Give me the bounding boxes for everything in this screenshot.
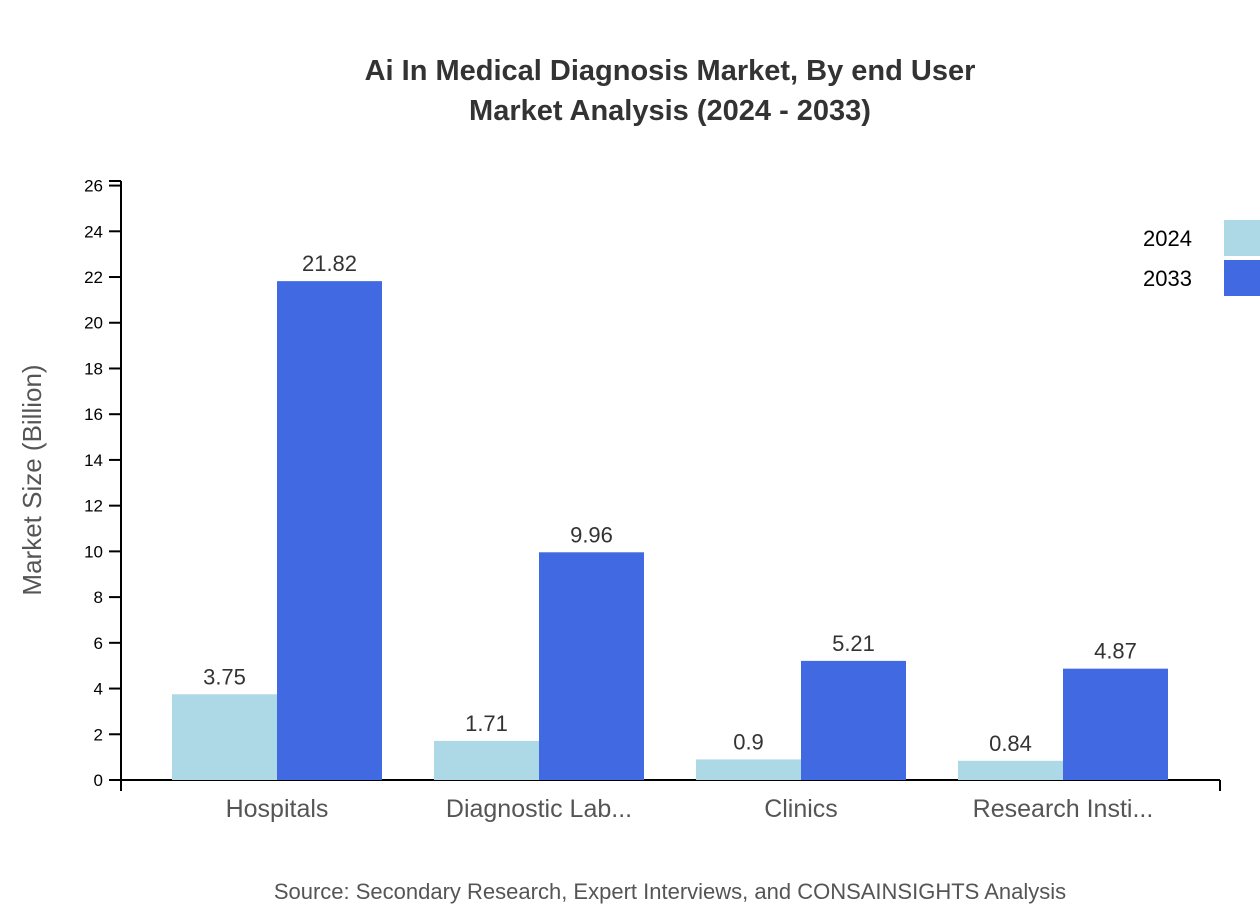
- y-tick-label: 12: [84, 497, 103, 516]
- bar-2024: [434, 740, 539, 780]
- x-tick-label: Research Insti...: [973, 795, 1154, 823]
- data-label: 0.84: [989, 731, 1032, 756]
- data-label: 1.71: [465, 711, 508, 736]
- chart-title-line-1: Ai In Medical Diagnosis Market, By end U…: [365, 55, 976, 87]
- y-tick-label: 18: [84, 359, 103, 378]
- data-label: 0.9: [733, 729, 764, 754]
- data-label: 4.87: [1094, 639, 1137, 664]
- y-tick-label: 0: [94, 771, 103, 790]
- data-label: 5.21: [832, 631, 875, 656]
- y-tick-label: 10: [84, 542, 103, 561]
- y-tick-label: 24: [84, 222, 103, 241]
- data-label: 3.75: [203, 664, 246, 689]
- data-label: 21.82: [302, 251, 357, 276]
- y-tick-label: 22: [84, 268, 103, 287]
- bar-2033: [277, 281, 382, 780]
- y-tick-label: 14: [84, 451, 103, 470]
- bar-2033: [1063, 668, 1168, 780]
- legend-swatch: [1224, 220, 1260, 256]
- x-axis: Hospitals Diagnostic Lab... Clinics Researc…: [120, 779, 1221, 823]
- legend: 2024 2033: [1143, 220, 1260, 296]
- y-tick-label: 26: [84, 177, 103, 196]
- bar-2033: [539, 552, 644, 780]
- bars: 3.75 21.82 1.71 9.96 0.9 5.21 0.84 4.87: [172, 251, 1168, 780]
- y-tick-label: 6: [94, 634, 103, 653]
- bar-2024: [172, 694, 277, 780]
- legend-swatch: [1224, 260, 1260, 296]
- chart-title-line-2: Market Analysis (2024 - 2033): [469, 95, 871, 127]
- y-tick-label: 2: [94, 725, 103, 744]
- legend-label: 2033: [1143, 266, 1192, 291]
- bar-2024: [696, 759, 801, 780]
- source-note: Source: Secondary Research, Expert Inter…: [274, 879, 1066, 904]
- y-tick-label: 4: [94, 680, 103, 699]
- legend-label: 2024: [1143, 226, 1192, 251]
- bar-2024: [958, 760, 1063, 780]
- y-axis-label: Market Size (Billion): [17, 364, 47, 595]
- y-tick-label: 20: [84, 314, 103, 333]
- x-tick-label: Hospitals: [226, 795, 329, 823]
- y-tick-label: 16: [84, 405, 103, 424]
- x-tick-label: Diagnostic Lab...: [446, 795, 632, 823]
- x-tick-label: Clinics: [764, 795, 838, 823]
- y-tick-label: 8: [94, 588, 103, 607]
- data-label: 9.96: [570, 522, 613, 547]
- bar-2033: [801, 660, 906, 780]
